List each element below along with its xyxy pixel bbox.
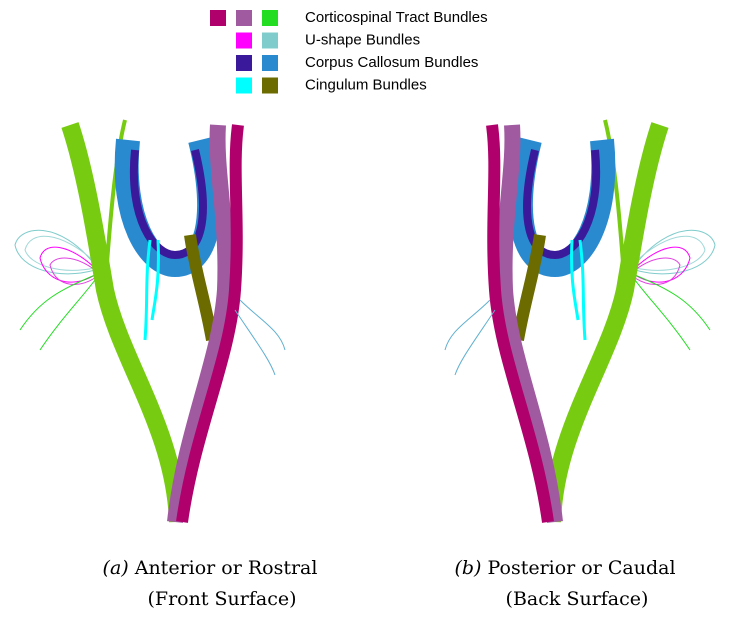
legend-swatch	[236, 10, 252, 26]
captions: (a) Anterior or Rostral (Front Surface) (b…	[103, 557, 676, 610]
panel-b-image	[445, 120, 715, 522]
legend-swatch	[262, 10, 278, 26]
legend-swatch	[262, 78, 278, 94]
legend-swatch	[236, 78, 252, 94]
caption-tag: (b)	[454, 557, 481, 579]
legend-label: Corticospinal Tract Bundles	[305, 9, 488, 26]
panel-a-image	[15, 120, 285, 522]
legend-swatch	[262, 55, 278, 71]
subcaption: (Back Surface)	[506, 588, 649, 610]
legend-swatch	[236, 55, 252, 71]
caption-text: Posterior or Caudal	[481, 557, 675, 579]
caption-text: Anterior or Rostral	[129, 557, 318, 579]
legend-label: U-shape Bundles	[305, 31, 420, 48]
legend-swatch	[210, 10, 226, 26]
figure: Corticospinal Tract Bundles U-shape Bundl…	[0, 0, 732, 618]
legend-swatch	[262, 33, 278, 49]
legend-swatch	[236, 33, 252, 49]
legend: Corticospinal Tract Bundles U-shape Bundl…	[210, 9, 488, 94]
caption: (b) Posterior or Caudal	[454, 557, 675, 579]
caption-tag: (a)	[103, 557, 129, 579]
subcaption: (Front Surface)	[147, 588, 296, 610]
legend-label: Corpus Callosum Bundles	[305, 54, 478, 71]
legend-label: Cingulum Bundles	[305, 76, 427, 93]
caption: (a) Anterior or Rostral	[103, 557, 318, 579]
